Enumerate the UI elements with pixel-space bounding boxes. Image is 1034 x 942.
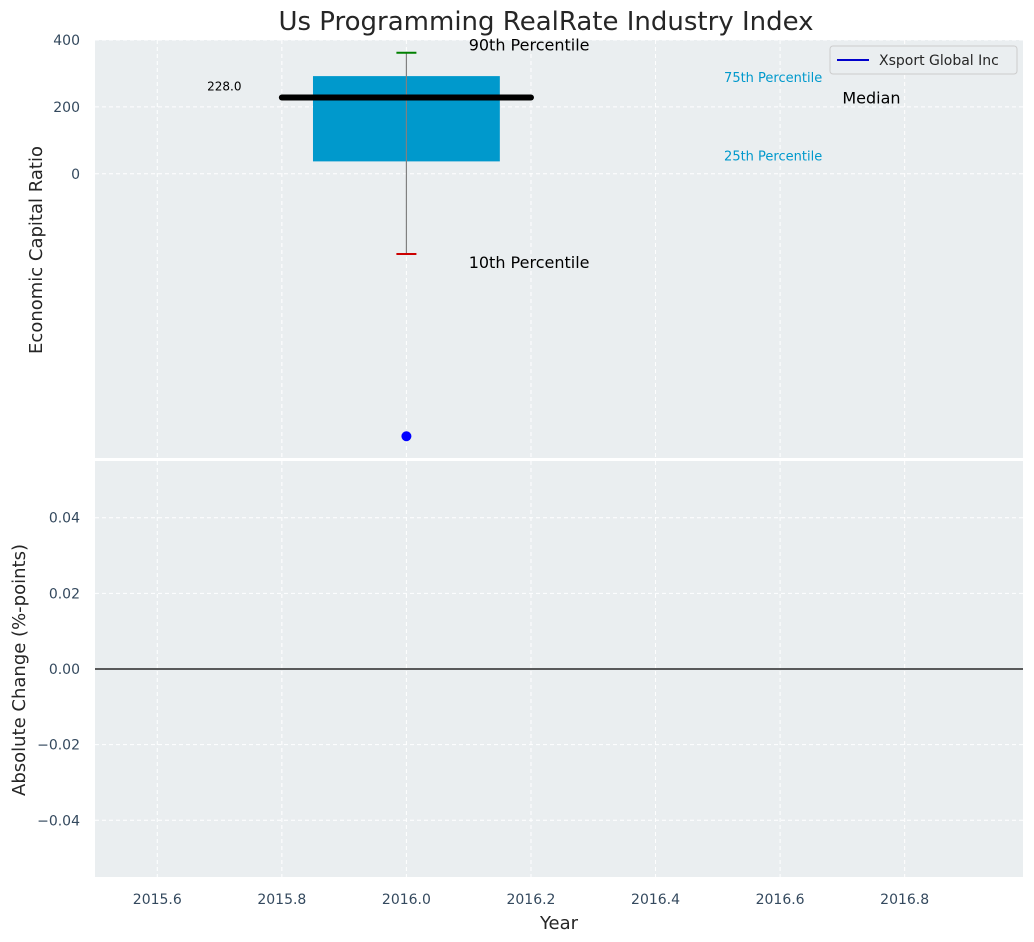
x-tick-labels: 2015.6 2015.8 2016.0 2016.2 2016.4 2016.6 2016…	[133, 892, 929, 908]
legend: Xsport Global Inc	[829, 45, 1018, 75]
p90-annotation: 90th Percentile	[469, 36, 590, 55]
median-annotation: Median	[842, 89, 900, 108]
top-y-axis-label: Economic Capital Ratio	[26, 146, 47, 354]
x-tick-label: 2015.8	[257, 892, 306, 908]
bottom-gridlines	[95, 461, 1023, 877]
top-y-tick-label: 0	[71, 167, 80, 183]
x-tick-label: 2016.4	[631, 892, 680, 908]
x-axis-label: Year	[539, 913, 579, 934]
bottom-panel: −0.04 −0.02 0.00 0.02 0.04 2015.6 2015.8 2016.…	[9, 461, 1023, 934]
x-tick-label: 2016.2	[506, 892, 555, 908]
legend-entry-label: Xsport Global Inc	[879, 53, 999, 69]
top-y-tick-labels: 0 200 400	[53, 33, 80, 183]
top-y-tick-label: 400	[53, 33, 80, 49]
bottom-y-tick-label: 0.02	[49, 586, 80, 602]
median-value-label: 228.0	[207, 80, 241, 94]
x-tick-label: 2015.6	[133, 892, 182, 908]
bottom-y-tick-label: 0.00	[49, 662, 80, 678]
company-point	[401, 431, 412, 442]
bottom-y-tick-label: 0.04	[49, 511, 80, 527]
x-tick-label: 2016.8	[880, 892, 929, 908]
p10-annotation: 10th Percentile	[469, 253, 590, 272]
bottom-y-tick-label: −0.02	[37, 738, 80, 754]
top-y-tick-label: 200	[53, 100, 80, 116]
chart-title: Us Programming RealRate Industry Index	[278, 7, 813, 37]
top-panel: 0 200 400 Economic Capital Ratio 228.0 90th…	[26, 33, 1023, 458]
box-plot-marks: 228.0 90th Percentile 10th Percentile 75th …	[207, 36, 901, 442]
bottom-y-axis-label: Absolute Change (%-points)	[9, 544, 30, 796]
legend-frame	[829, 45, 1018, 75]
p75-annotation: 75th Percentile	[724, 71, 822, 86]
top-gridlines	[95, 39, 1023, 458]
p25-annotation: 25th Percentile	[724, 149, 822, 164]
top-plot-area	[95, 40, 1023, 458]
bottom-y-tick-label: −0.04	[37, 813, 80, 829]
x-tick-label: 2016.0	[382, 892, 431, 908]
x-tick-label: 2016.6	[756, 892, 805, 908]
bottom-y-tick-labels: −0.04 −0.02 0.00 0.02 0.04	[37, 511, 80, 830]
